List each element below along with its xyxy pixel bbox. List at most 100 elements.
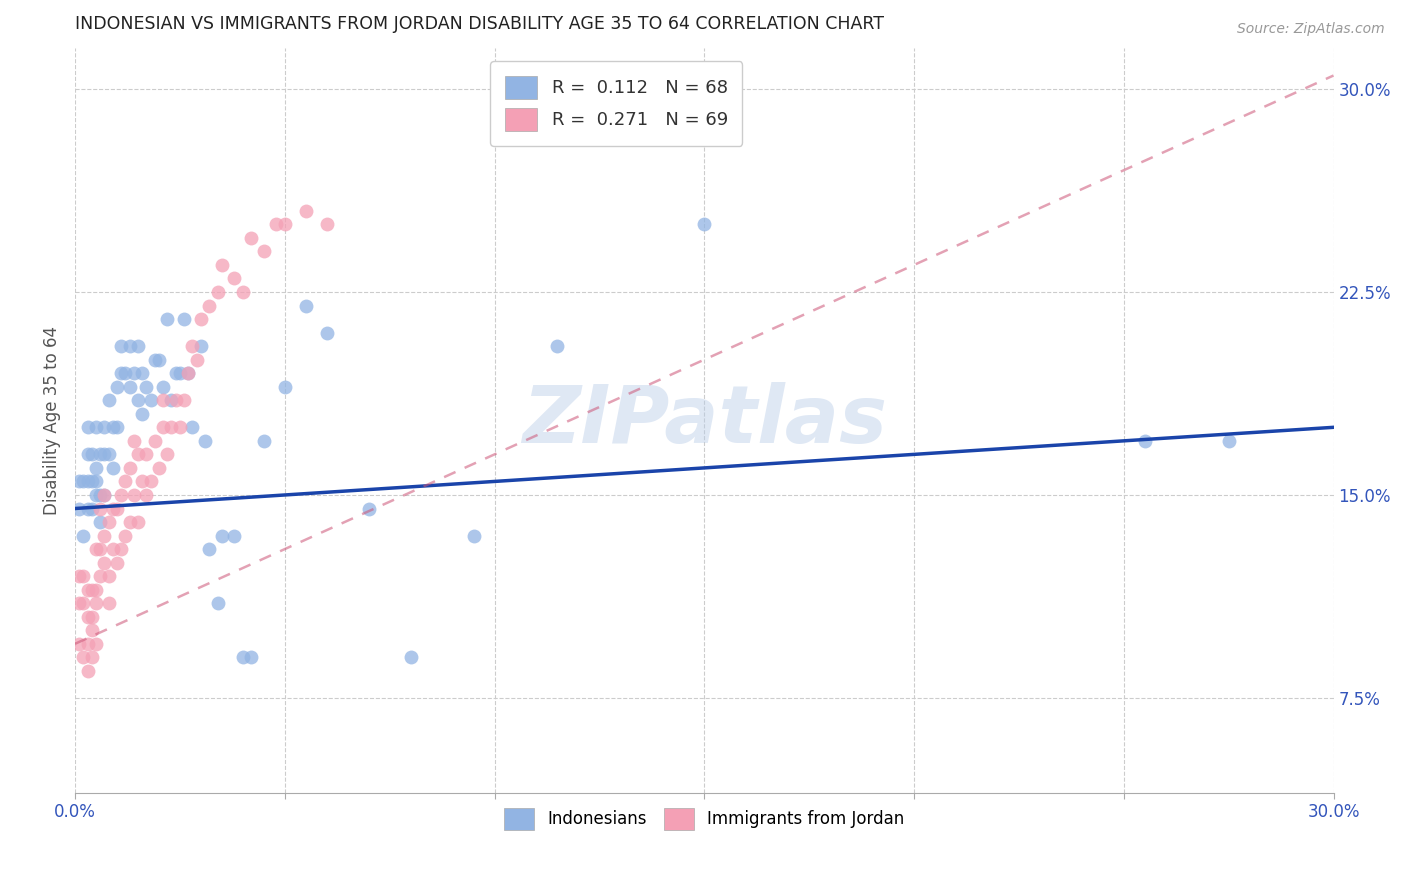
Point — [315, 218, 337, 232]
Point — [110, 339, 132, 353]
Point — [240, 650, 263, 665]
Point — [165, 366, 187, 380]
Point — [127, 515, 149, 529]
Point — [463, 528, 485, 542]
Point — [186, 352, 208, 367]
Point — [194, 434, 217, 448]
Point — [181, 420, 204, 434]
Point — [105, 380, 128, 394]
Point — [294, 299, 316, 313]
Point — [148, 352, 170, 367]
Point — [165, 393, 187, 408]
Point — [76, 664, 98, 678]
Point — [169, 420, 191, 434]
Point — [546, 339, 568, 353]
Point — [80, 582, 103, 597]
Point — [105, 501, 128, 516]
Point — [89, 488, 111, 502]
Point — [122, 366, 145, 380]
Point — [101, 501, 124, 516]
Point — [72, 569, 94, 583]
Point — [135, 488, 157, 502]
Point — [80, 609, 103, 624]
Point — [127, 393, 149, 408]
Point — [315, 326, 337, 340]
Point — [93, 488, 115, 502]
Point — [84, 542, 107, 557]
Point — [76, 501, 98, 516]
Point — [105, 420, 128, 434]
Point — [173, 312, 195, 326]
Point — [143, 434, 166, 448]
Point — [76, 475, 98, 489]
Point — [93, 528, 115, 542]
Point — [84, 637, 107, 651]
Point — [131, 407, 153, 421]
Point — [67, 501, 90, 516]
Point — [84, 596, 107, 610]
Point — [181, 339, 204, 353]
Point — [224, 528, 246, 542]
Point — [139, 475, 162, 489]
Point — [67, 475, 90, 489]
Point — [211, 528, 233, 542]
Point — [127, 339, 149, 353]
Point — [80, 475, 103, 489]
Point — [89, 515, 111, 529]
Point — [207, 285, 229, 299]
Point — [72, 596, 94, 610]
Point — [1218, 434, 1240, 448]
Point — [173, 393, 195, 408]
Text: ZIPatlas: ZIPatlas — [522, 382, 887, 459]
Point — [224, 271, 246, 285]
Point — [127, 447, 149, 461]
Point — [118, 461, 141, 475]
Point — [114, 528, 136, 542]
Point — [93, 556, 115, 570]
Point — [84, 488, 107, 502]
Point — [118, 339, 141, 353]
Point — [114, 475, 136, 489]
Point — [93, 420, 115, 434]
Point — [118, 380, 141, 394]
Point — [274, 218, 297, 232]
Point — [101, 420, 124, 434]
Point — [122, 434, 145, 448]
Point — [152, 393, 174, 408]
Point — [177, 366, 200, 380]
Point — [232, 285, 254, 299]
Point — [152, 420, 174, 434]
Point — [97, 596, 120, 610]
Point — [97, 515, 120, 529]
Point — [693, 218, 716, 232]
Point — [97, 393, 120, 408]
Point — [118, 515, 141, 529]
Point — [101, 461, 124, 475]
Point — [80, 650, 103, 665]
Point — [160, 393, 183, 408]
Point — [89, 447, 111, 461]
Point — [101, 542, 124, 557]
Point — [114, 366, 136, 380]
Point — [84, 475, 107, 489]
Point — [84, 461, 107, 475]
Point — [143, 352, 166, 367]
Point — [294, 203, 316, 218]
Point — [1133, 434, 1156, 448]
Legend: Indonesians, Immigrants from Jordan: Indonesians, Immigrants from Jordan — [498, 802, 911, 837]
Point — [76, 447, 98, 461]
Point — [72, 650, 94, 665]
Point — [72, 475, 94, 489]
Point — [110, 488, 132, 502]
Point — [89, 569, 111, 583]
Point — [232, 650, 254, 665]
Point — [80, 624, 103, 638]
Point — [110, 366, 132, 380]
Point — [80, 447, 103, 461]
Point — [76, 609, 98, 624]
Point — [76, 420, 98, 434]
Text: INDONESIAN VS IMMIGRANTS FROM JORDAN DISABILITY AGE 35 TO 64 CORRELATION CHART: INDONESIAN VS IMMIGRANTS FROM JORDAN DIS… — [75, 15, 884, 33]
Point — [76, 637, 98, 651]
Point — [198, 299, 221, 313]
Point — [97, 569, 120, 583]
